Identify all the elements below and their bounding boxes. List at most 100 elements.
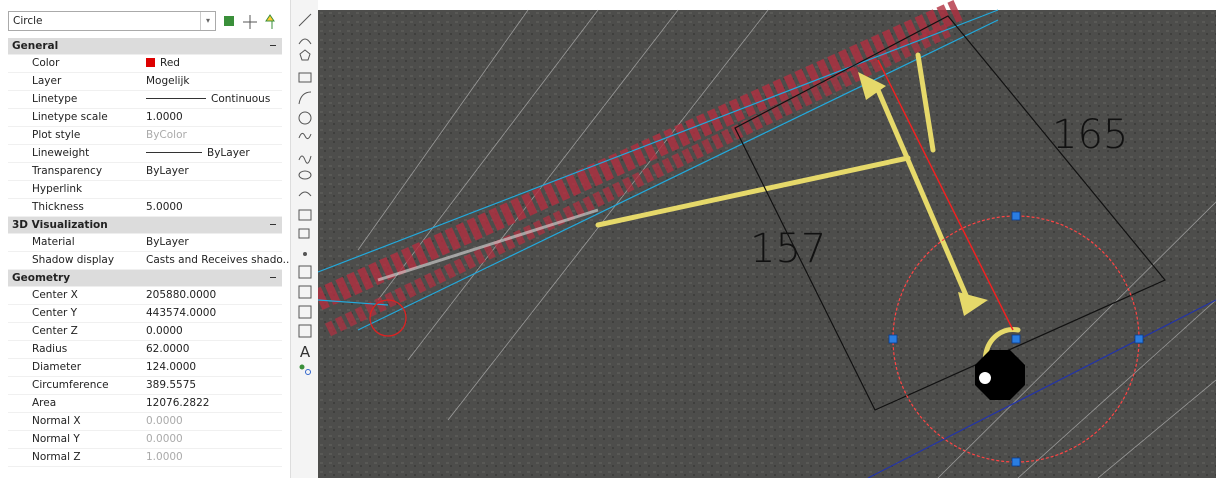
property-row[interactable]: Normal X 0.0000 [8,413,282,431]
property-row[interactable]: Lineweight ByLayer [8,145,282,163]
section-header[interactable]: Geometry [8,270,282,287]
property-row[interactable]: Material ByLayer [8,234,282,252]
property-value: 1.0000 [146,109,183,126]
property-name: Circumference [32,379,109,391]
property-value: 62.0000 [146,341,189,358]
property-name: Layer [32,75,62,87]
property-name: Diameter [32,361,82,373]
grip[interactable] [888,334,898,344]
properties-panel: Circle ▾ General Color Red Layer Mogelijk Line… [0,0,293,478]
property-value: 124.0000 [146,359,196,376]
dimension-text: 157 [750,226,826,272]
property-name: Hyperlink [32,183,83,195]
property-name: Area [32,397,57,409]
property-name: Linetype scale [32,111,108,123]
property-row[interactable]: Hyperlink [8,181,282,199]
property-value: Casts and Receives shado... [146,252,293,269]
property-value-text: 0.0000 [146,415,183,427]
toolbar-icons: A [298,13,312,375]
property-row[interactable]: Linetype scale 1.0000 [8,109,282,127]
property-row[interactable]: Plot style ByColor [8,127,282,145]
property-value: 0.0000 [146,413,183,430]
property-value-text: 1.0000 [146,451,183,463]
grip[interactable] [1011,211,1021,221]
property-value-text: 205880.0000 [146,289,217,301]
property-value: 205880.0000 [146,287,216,304]
property-value: 12076.2822 [146,395,209,412]
property-value-text: 62.0000 [146,343,190,355]
line-sample [146,152,202,153]
select-objects-btn[interactable] [243,15,257,29]
draw-toolbar: A [290,0,319,478]
property-name: Center Y [32,307,78,319]
panel-buttons [224,14,275,29]
section-header[interactable]: General [8,38,282,55]
property-value: ByLayer [146,234,189,251]
selection-dropdown[interactable]: Circle ▾ [8,11,216,31]
property-name: Center Z [32,325,78,337]
property-row[interactable]: Radius 62.0000 [8,341,282,359]
collapse-icon [270,224,276,225]
pickadd-btn[interactable] [265,14,275,29]
property-row[interactable]: Normal Y 0.0000 [8,431,282,449]
property-row[interactable]: Circumference 389.5575 [8,377,282,395]
property-value-text: 124.0000 [146,361,197,373]
grip[interactable] [1011,457,1021,467]
property-value: ByLayer [146,163,189,180]
property-name: Center X [32,289,78,301]
property-value: Continuous [146,91,270,108]
rectangle-outline [734,15,1166,411]
dimension-text: 165 [1052,112,1128,158]
dropdown-arrow[interactable]: ▾ [200,12,215,30]
property-value: ByLayer [146,145,250,162]
property-row[interactable]: Diameter 124.0000 [8,359,282,377]
property-name: Plot style [32,129,81,141]
property-row[interactable]: Normal Z 1.0000 [8,449,282,467]
drawing-canvas: 157 165 [318,0,1216,478]
property-row[interactable]: Center Z 0.0000 [8,323,282,341]
property-row[interactable]: Area 12076.2822 [8,395,282,413]
property-name: Normal X [32,415,81,427]
property-value: 443574.0000 [146,305,216,322]
mtext-icon[interactable]: A [300,343,311,361]
property-name: Thickness [32,201,84,213]
property-row[interactable]: Thickness 5.0000 [8,199,282,217]
section-header[interactable]: 3D Visualization [8,217,282,234]
property-value-text: 443574.0000 [146,307,217,319]
property-row[interactable]: Shadow display Casts and Receives shado..… [8,252,293,270]
property-value-text: 1.0000 [146,111,183,123]
property-value-text: ByLayer [146,236,189,248]
color-swatch [146,58,155,67]
quick-select-btn[interactable] [224,16,234,26]
property-name: Shadow display [32,254,115,266]
property-value: Mogelijk [146,73,189,90]
section-title: 3D Visualization [12,219,108,231]
property-row[interactable]: Linetype Continuous [8,91,282,109]
property-list: General Color Red Layer Mogelijk Linetype Cont… [8,38,293,467]
property-value: ByColor [146,127,187,144]
property-row[interactable]: Color Red [8,55,282,73]
property-row[interactable]: Center Y 443574.0000 [8,305,282,323]
property-value-text: 0.0000 [146,325,183,337]
collapse-icon [270,277,276,278]
property-value-text: Red [160,57,180,69]
line-sample [146,98,206,99]
property-row[interactable]: Center X 205880.0000 [8,287,282,305]
property-name: Lineweight [32,147,90,159]
property-name: Transparency [32,165,103,177]
property-value-text: Mogelijk [146,75,190,87]
property-name: Normal Y [32,433,80,445]
property-value-text: Casts and Receives shado... [146,254,293,266]
property-row[interactable]: Transparency ByLayer [8,163,282,181]
property-name: Radius [32,343,68,355]
property-value: 5.0000 [146,199,183,216]
property-name: Linetype [32,93,78,105]
property-value-text: ByLayer [207,147,250,159]
property-name: Color [32,57,60,69]
property-name: Material [32,236,75,248]
property-value-text: 12076.2822 [146,397,210,409]
property-row[interactable]: Layer Mogelijk [8,73,282,91]
grip[interactable] [1011,334,1021,344]
grip[interactable] [1134,334,1144,344]
